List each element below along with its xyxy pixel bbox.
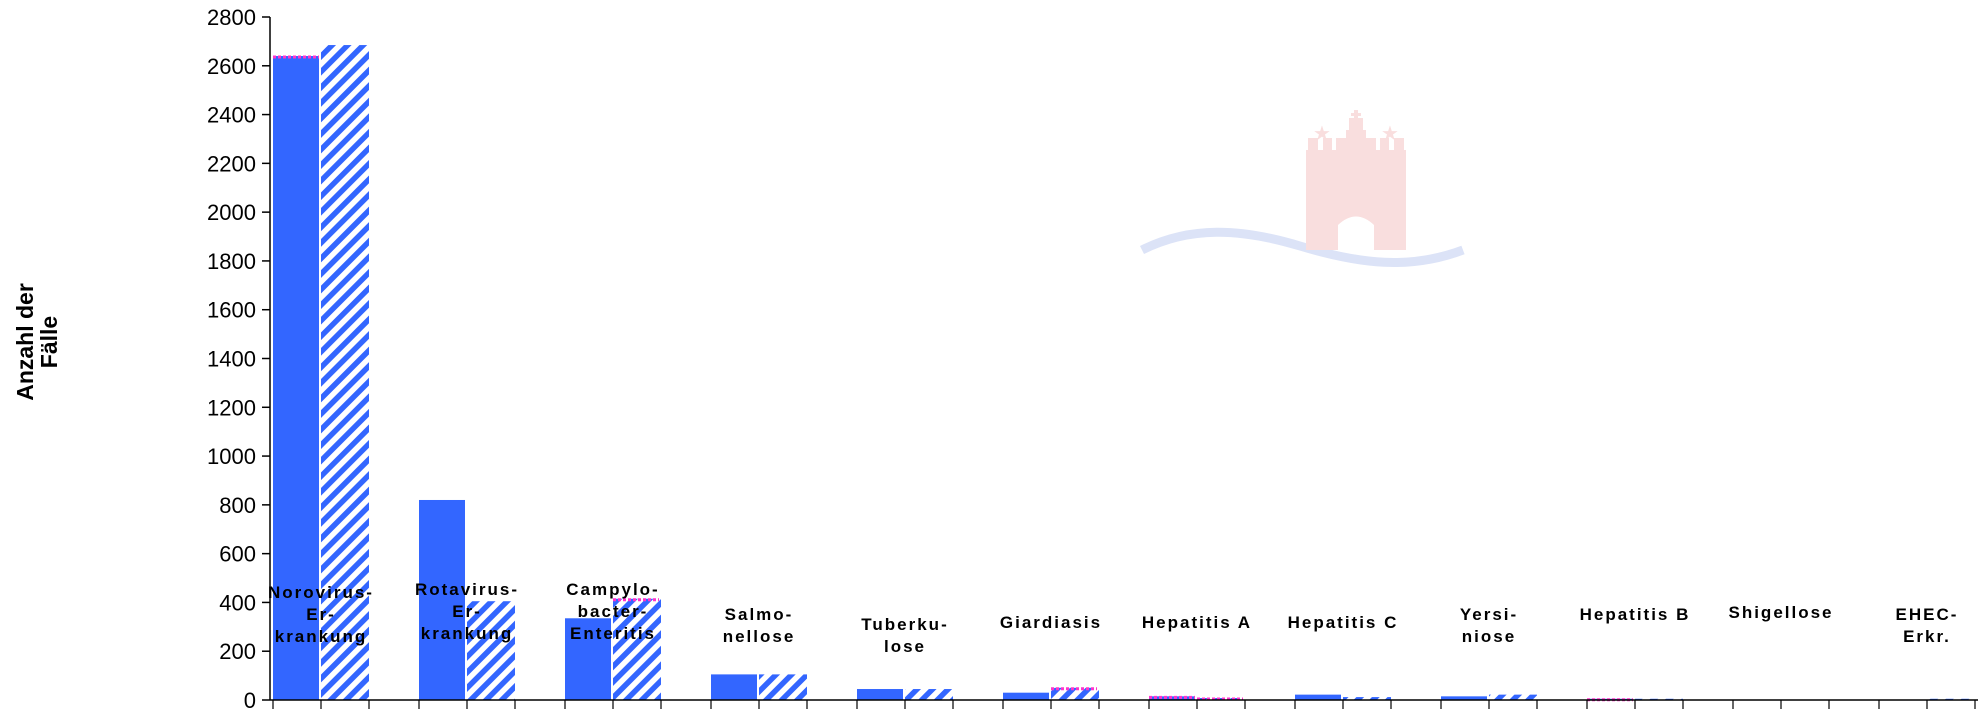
category-label-line: Rotavirus- (415, 580, 519, 599)
category-label-line: nellose (723, 627, 796, 646)
category-label-line: Shigellose (1728, 603, 1833, 622)
category-label-6: Hepatitis A (1142, 613, 1252, 632)
category-label-9: Hepatitis B (1580, 605, 1691, 624)
category-label-line: krankung (421, 624, 514, 643)
category-label-line: Yersi- (1460, 605, 1518, 624)
bars-layer (273, 45, 1975, 700)
category-label-8: Yersi-niose (1460, 605, 1518, 646)
category-label-5: Giardiasis (1000, 613, 1102, 632)
category-label-7: Hepatitis C (1288, 613, 1399, 632)
category-label-line: Hepatitis B (1580, 605, 1691, 624)
category-label-line: krankung (275, 627, 368, 646)
category-label-line: Campylo- (566, 580, 659, 599)
category-label-11: EHEC- Erkr. (1896, 605, 1959, 646)
y-tick-label-200: 200 (219, 639, 256, 664)
bar-solid-4 (857, 689, 903, 700)
category-label-line: EHEC- (1896, 605, 1959, 624)
category-label-line: Giardiasis (1000, 613, 1102, 632)
category-label-line: Hepatitis C (1288, 613, 1399, 632)
y-axis-title-line: Fälle (36, 316, 62, 368)
y-tick-label-2000: 2000 (207, 200, 256, 225)
bar-hatched-3 (759, 674, 807, 700)
y-tick-label-1600: 1600 (207, 298, 256, 323)
y-tick-label-2200: 2200 (207, 151, 256, 176)
y-tick-label-1800: 1800 (207, 249, 256, 274)
bar-solid-7 (1295, 695, 1341, 700)
category-label-line: Hepatitis A (1142, 613, 1252, 632)
y-tick-label-1000: 1000 (207, 444, 256, 469)
bar-hatched-8 (1489, 695, 1537, 700)
y-tick-label-400: 400 (219, 590, 256, 615)
category-label-line: Erkr. (1903, 627, 1951, 646)
svg-text:★: ★ (1313, 123, 1331, 145)
bar-solid-5 (1003, 693, 1049, 700)
category-label-line: niose (1462, 627, 1516, 646)
y-tick-label-2800: 2800 (207, 5, 256, 30)
category-label-4: Tuberku-lose (861, 615, 948, 656)
bar-solid-1 (419, 500, 465, 700)
category-label-line: Er- (306, 605, 336, 624)
category-label-line: Er- (452, 602, 482, 621)
category-label-2: Campylo-bacter- Enteritis (566, 580, 659, 643)
category-label-line: bacter- (578, 602, 649, 621)
category-label-line: Enteritis (570, 624, 656, 643)
bar-hatched-4 (905, 689, 953, 700)
y-tick-label-1200: 1200 (207, 395, 256, 420)
y-axis-title-line: Anzahl der (12, 283, 38, 401)
bar-solid-0 (273, 56, 319, 700)
y-tick-label-600: 600 (219, 542, 256, 567)
y-tick-label-800: 800 (219, 493, 256, 518)
bar-solid-3 (711, 674, 757, 700)
y-tick-label-1400: 1400 (207, 347, 256, 372)
y-tick-label-2600: 2600 (207, 54, 256, 79)
y-tick-label-2400: 2400 (207, 103, 256, 128)
hamburg-castle-icon: ★ ★ (1142, 110, 1463, 262)
category-label-10: Shigellose (1728, 603, 1833, 622)
y-axis-title: Anzahl derFälle (12, 283, 62, 401)
axes-layer (262, 17, 1978, 709)
category-label-line: lose (884, 637, 926, 656)
category-label-line: Salmo- (725, 605, 794, 624)
y-tick-label-0: 0 (244, 688, 256, 713)
category-label-line: Norovirus- (268, 583, 374, 602)
category-label-line: Tuberku- (861, 615, 948, 634)
svg-text:★: ★ (1381, 123, 1399, 145)
category-label-3: Salmo-nellose (723, 605, 796, 646)
